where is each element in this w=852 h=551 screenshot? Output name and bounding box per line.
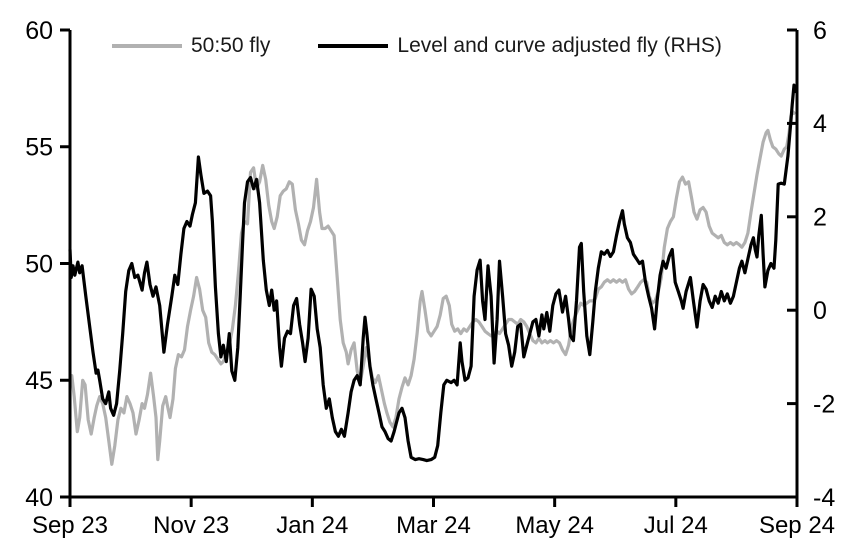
right-axis-tick-label: 0 [813, 297, 827, 325]
legend-label: Level and curve adjusted fly (RHS) [397, 34, 722, 57]
legend-item-5050-fly: 50:50 fly [112, 34, 270, 58]
x-axis-tick-label: Mar 24 [396, 512, 471, 539]
left-axis-tick-label: 55 [25, 134, 53, 162]
right-axis-tick-label: 2 [813, 204, 827, 232]
chart-legend: 50:50 fly Level and curve adjusted fly (… [112, 34, 722, 58]
gray-series-line [68, 110, 797, 466]
x-axis-tick-label: Sep 23 [32, 512, 108, 539]
x-axis-tick-label: Sep 24 [759, 512, 835, 539]
left-axis-tick-label: 50 [25, 250, 53, 278]
right-axis-tick-label: -4 [813, 484, 835, 512]
legend-label: 50:50 fly [191, 34, 271, 57]
black-line-swatch-icon [318, 44, 389, 48]
right-axis-tick-label: 4 [813, 110, 827, 138]
x-axis-tick-label: Jul 24 [644, 512, 708, 539]
gray-line-swatch-icon [112, 44, 182, 48]
left-axis-tick-label: 45 [25, 367, 53, 395]
left-axis-tick-label: 60 [25, 17, 53, 45]
black-series-line [68, 83, 798, 463]
x-axis-tick-label: Nov 23 [153, 512, 229, 539]
right-axis-tick-label: -2 [813, 390, 835, 418]
x-axis-tick-label: May 24 [515, 512, 594, 539]
legend-item-adjusted-fly: Level and curve adjusted fly (RHS) [318, 34, 722, 58]
x-axis-tick-label: Jan 24 [276, 512, 348, 539]
right-axis-tick-label: 6 [813, 17, 827, 45]
left-axis-tick-label: 40 [25, 484, 53, 512]
